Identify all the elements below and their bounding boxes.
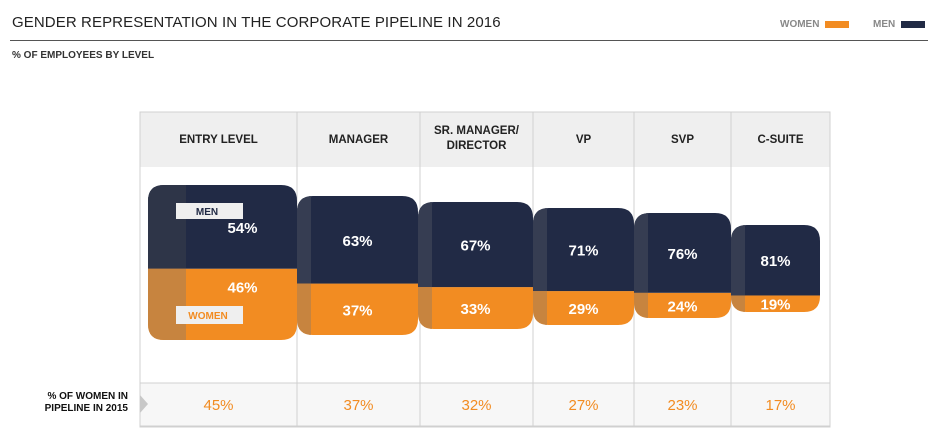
bottom-row-label-line1: % OF WOMEN IN [47,391,128,402]
men-tag [176,203,243,219]
men-bar [634,213,731,293]
chart-subtitle: % OF EMPLOYEES BY LEVEL [12,50,155,61]
category-label-line: MANAGER [329,134,389,146]
women-rim [148,268,186,340]
men-value-label: 71% [568,243,598,260]
women-bar [634,292,731,318]
women-bar [297,283,418,335]
category-label-line: ENTRY LEVEL [179,134,258,146]
men-tag-label: MEN [196,207,218,218]
category-label-line: C-SUITE [758,134,804,146]
men-rim [148,185,186,269]
bottom-row-bg [139,382,831,427]
women-bar [533,291,634,325]
category-label: ENTRY LEVEL [179,134,258,146]
category-label: SR. MANAGER/DIRECTOR [434,125,520,152]
bottom-row-value: 17% [765,397,795,414]
women-value-label: 37% [342,302,372,319]
category-label-line: SVP [671,134,694,146]
category-label-line: VP [576,134,592,146]
category-label-line: DIRECTOR [447,140,508,152]
men-rim [297,196,311,284]
legend-women-label: WOMEN [780,19,820,30]
bottom-row-label: % OF WOMEN IN PIPELINE IN 2015 [20,391,128,415]
women-bar [731,295,820,312]
category-label: MANAGER [329,134,389,146]
men-bar [533,208,634,292]
chart-title: GENDER REPRESENTATION IN THE CORPORATE P… [12,14,501,31]
women-rim [418,287,432,329]
women-rim [731,295,745,312]
women-value-label: 33% [460,301,490,318]
category-label-line: SR. MANAGER/ [434,125,520,137]
men-value-label: 67% [460,238,490,255]
legend-women: WOMEN [780,19,850,30]
pipeline-segment [148,185,297,340]
table-frame [139,111,831,428]
category-label: VP [576,134,592,146]
men-value-label: 76% [667,246,697,263]
women-rim [533,291,547,325]
bottom-row-arrow-icon [140,395,148,413]
women-tag-label: WOMEN [188,311,227,322]
header-row-bg [140,112,830,167]
women-rim [634,292,648,318]
men-bar [297,196,418,284]
category-label: SVP [671,134,694,146]
men-value-label: 54% [227,220,257,237]
bottom-row-value: 27% [568,397,598,414]
men-value-label: 63% [342,233,372,250]
women-value-label: 46% [227,279,257,296]
bottom-row-label-line2: PIPELINE IN 2015 [44,403,128,414]
legend-men-swatch [901,21,926,28]
title-divider [10,40,928,41]
legend-women-swatch [825,21,850,28]
men-rim [731,225,745,296]
women-tag [176,306,243,324]
pipeline-segment [297,196,418,335]
men-value-label: 81% [760,253,790,270]
category-label: C-SUITE [758,134,804,146]
bottom-row-value: 23% [667,397,697,414]
pipeline-segment [634,213,731,318]
pipeline-segment [418,202,533,329]
men-rim [533,208,547,292]
pipeline-segment [533,208,634,325]
women-bar [418,287,533,329]
bottom-row-value: 32% [461,397,491,414]
bottom-row-value: 37% [343,397,373,414]
men-bar [731,225,820,296]
legend-men: MEN [873,19,926,30]
bottom-row-value: 45% [203,397,233,414]
men-rim [634,213,648,293]
men-bar [418,202,533,288]
women-rim [297,283,311,335]
legend-men-label: MEN [873,19,896,30]
women-value-label: 24% [667,298,697,315]
women-value-label: 29% [568,301,598,318]
women-value-label: 19% [760,297,790,314]
men-rim [418,202,432,288]
